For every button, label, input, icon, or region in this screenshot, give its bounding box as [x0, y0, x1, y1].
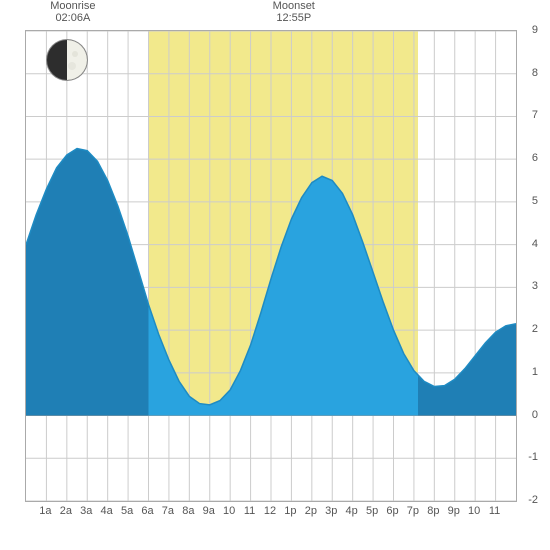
x-tick: 10 [468, 505, 480, 517]
plot-svg [26, 31, 516, 501]
x-tick: 3p [325, 505, 337, 517]
x-tick: 1a [39, 505, 51, 517]
moonset-name: Moonset [264, 0, 324, 12]
x-tick: 4a [101, 505, 113, 517]
y-tick: 5 [532, 195, 538, 207]
x-tick: 12 [264, 505, 276, 517]
x-tick: 6p [386, 505, 398, 517]
x-tick: 3a [80, 505, 92, 517]
y-axis: -2-10123456789 [518, 30, 538, 500]
x-tick: 11 [244, 505, 255, 517]
y-tick: 2 [532, 323, 538, 335]
x-tick: 10 [223, 505, 235, 517]
moonrise-label: Moonrise 02:06A [43, 0, 103, 24]
x-tick: 11 [489, 505, 500, 517]
x-tick: 4p [346, 505, 358, 517]
y-tick: 1 [532, 366, 538, 378]
y-tick: -2 [528, 494, 538, 506]
x-tick: 5p [366, 505, 378, 517]
moonset-time: 12:55P [264, 12, 324, 24]
moon-phase-icon [45, 38, 89, 82]
x-axis: 1a 2a 3a 4a 5a 6a 7a 8a 9a 10 11 12 1p 2p 3p 4p 5p 6p 7p 8p… [25, 505, 515, 520]
x-tick: 7a [162, 505, 174, 517]
y-tick: 3 [532, 280, 538, 292]
y-tick: 9 [532, 24, 538, 36]
y-tick: 0 [532, 409, 538, 421]
x-tick: 9a [203, 505, 215, 517]
x-tick: 8a [182, 505, 194, 517]
y-tick: 6 [532, 152, 538, 164]
tide-chart: Moonrise 02:06A Moonset 12:55P -2-101234… [0, 0, 550, 550]
y-tick: -1 [528, 451, 538, 463]
plot-area [25, 30, 517, 502]
x-tick: 2p [305, 505, 317, 517]
moonset-label: Moonset 12:55P [264, 0, 324, 24]
x-tick: 7p [407, 505, 419, 517]
y-tick: 7 [532, 109, 538, 121]
x-tick: 6a [141, 505, 153, 517]
x-tick: 9p [448, 505, 460, 517]
x-tick: 1p [284, 505, 296, 517]
y-tick: 8 [532, 67, 538, 79]
y-tick: 4 [532, 238, 538, 250]
header-labels: Moonrise 02:06A Moonset 12:55P [0, 0, 550, 30]
x-tick: 5a [121, 505, 133, 517]
x-tick: 8p [427, 505, 439, 517]
moonrise-time: 02:06A [43, 12, 103, 24]
moonrise-name: Moonrise [43, 0, 103, 12]
x-tick: 2a [60, 505, 72, 517]
